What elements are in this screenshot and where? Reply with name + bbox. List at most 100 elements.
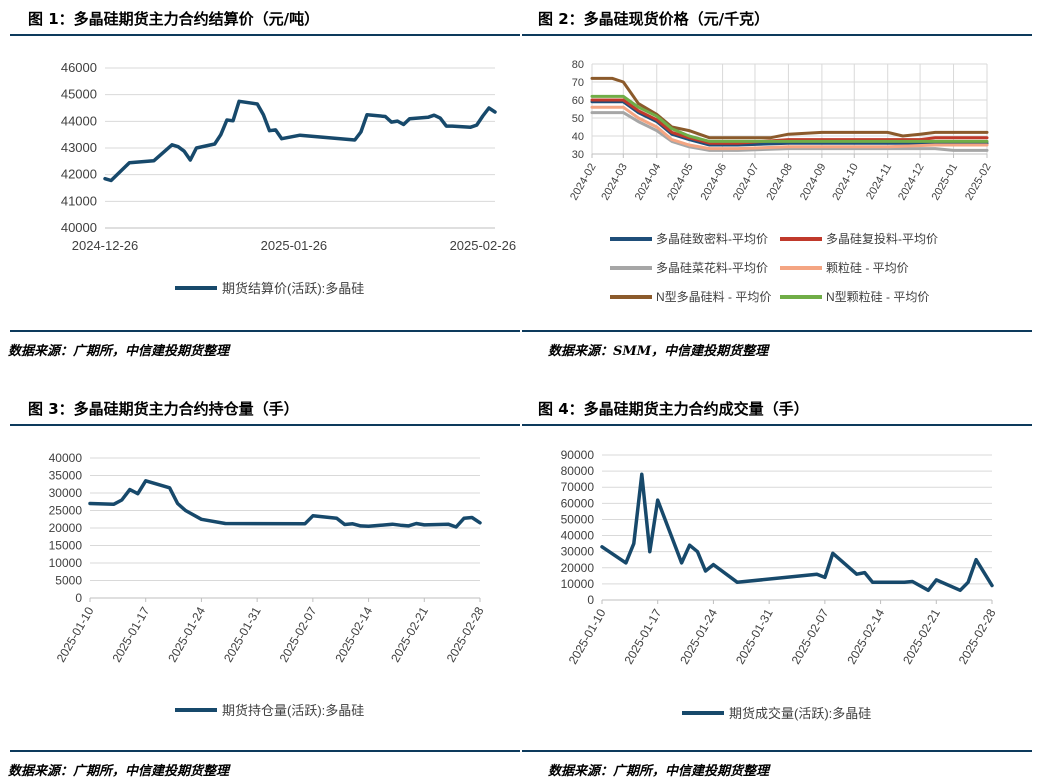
x-tick-label: 2025-01-31 [733, 606, 776, 666]
chart4-title-rule [522, 424, 1032, 426]
x-tick-label: 2024-07 [731, 162, 762, 203]
series-line-1 [103, 99, 497, 183]
y-tick-label: 43000 [61, 140, 97, 155]
chart2-plot: 30 40 50 60 70 80 2024-02 2024-03 2024-04 2024-05… [568, 59, 994, 304]
y-tick-label: 20000 [561, 561, 595, 575]
x-tick-label: 2024-10 [830, 162, 861, 203]
x-tick-label: 2025-01-17 [109, 604, 152, 664]
chart3-bottom-rule [10, 750, 520, 752]
chart1-title-rule [10, 34, 520, 36]
x-tick-label: 2025-02-14 [844, 606, 887, 666]
y-tick-label: 50000 [561, 512, 595, 526]
x-tick-label: 2025-01-10 [54, 604, 97, 664]
x-tick-label: 2025-02-21 [388, 604, 431, 664]
y-tick-label: 30000 [49, 486, 83, 500]
x-tick-label: 2024-05 [665, 162, 696, 203]
chart3-title-rule [10, 424, 520, 426]
legend-label: 颗粒硅 - 平均价 [826, 260, 909, 275]
legend-label: N型多晶硅料 - 平均价 [656, 290, 771, 304]
x-tick-label: 2025-02-28 [444, 604, 487, 664]
y-tick-label: 40000 [561, 529, 595, 543]
series-line-5 [590, 76, 989, 140]
legend-label: N型颗粒硅 - 平均价 [826, 289, 929, 304]
x-tick-label: 2025-01-24 [677, 606, 720, 666]
chart4-title: 图 4：多晶硅期货主力合约成交量（手） [538, 400, 809, 418]
x-tick-label: 2024-12-26 [72, 238, 139, 253]
y-tick-label: 46000 [61, 60, 97, 75]
series-line-2 [590, 98, 989, 145]
y-tick-label: 60000 [561, 496, 595, 510]
y-tick-label: 30000 [561, 545, 595, 559]
x-tick-label: 2024-04 [633, 162, 664, 203]
chart4-plot: 0 10000 20000 30000 40000 50000 60000 70000 8000… [561, 448, 999, 721]
x-tick-label: 2024-11 [864, 162, 894, 202]
legend-label: 期货持仓量(活跃):多晶硅 [222, 703, 364, 718]
y-tick-label: 40 [572, 131, 584, 143]
y-tick-label: 30 [572, 149, 584, 161]
x-tick-label: 2025-01-24 [165, 604, 208, 664]
chart2-bottom-rule [522, 330, 1032, 332]
x-tick-label: 2024-02 [568, 162, 599, 203]
y-tick-label: 40000 [49, 451, 83, 465]
x-tick-label: 2025-02-28 [956, 606, 999, 666]
x-tick-label: 2024-03 [599, 162, 630, 203]
x-tick-label: 2025-02-07 [277, 604, 320, 664]
chart4-source: 数据来源：广期所，中信建投期货整理 [548, 764, 770, 779]
legend-label: 期货结算价(活跃):多晶硅 [222, 281, 364, 296]
chart3-plot: 0 5000 10000 15000 20000 25000 30000 35000 40000… [49, 451, 487, 718]
y-tick-label: 60 [572, 95, 584, 107]
x-tick-label: 2025-01 [930, 162, 961, 203]
x-tick-label: 2024-12 [896, 162, 927, 203]
y-tick-label: 5000 [55, 574, 82, 588]
x-tick-label: 2025-02 [963, 162, 994, 203]
x-tick-label: 2025-01-17 [621, 606, 664, 666]
series-line-1 [88, 479, 482, 529]
chart3-source: 数据来源：广期所，中信建投期货整理 [8, 764, 230, 779]
y-tick-label: 70 [572, 77, 584, 89]
legend-label: 多晶硅菜花料-平均价 [656, 260, 768, 275]
chart3-title: 图 3：多晶硅期货主力合约持仓量（手） [28, 400, 299, 418]
y-tick-label: 90000 [561, 448, 595, 462]
y-tick-label: 10000 [49, 556, 83, 570]
x-tick-label: 2024-08 [764, 162, 795, 203]
series-line-3 [590, 111, 989, 152]
x-tick-label: 2025-02-14 [332, 604, 375, 664]
y-tick-label: 35000 [49, 469, 83, 483]
chart2-title-rule [522, 34, 1032, 36]
y-tick-label: 15000 [49, 539, 83, 553]
y-tick-label: 70000 [561, 480, 595, 494]
x-tick-label: 2025-02-07 [789, 606, 832, 666]
x-tick-label: 2025-01-31 [221, 604, 264, 664]
y-tick-label: 20000 [49, 521, 83, 535]
chart2-title: 图 2：多晶硅现货价格（元/千克） [538, 10, 770, 28]
chart4-bottom-rule [522, 750, 1032, 752]
series-line-4 [590, 105, 989, 151]
y-tick-label: 80000 [561, 464, 595, 478]
y-tick-label: 10000 [561, 577, 595, 591]
x-tick-label: 2024-06 [699, 162, 730, 203]
y-tick-label: 80 [572, 59, 584, 71]
y-tick-label: 44000 [61, 113, 97, 128]
y-tick-label: 41000 [61, 193, 97, 208]
y-tick-label: 45000 [61, 87, 97, 102]
chart1-plot: 40000 41000 42000 43000 44000 45000 46000 2024-… [61, 60, 517, 296]
chart2-source: 数据来源：SMM，中信建投期货整理 [548, 344, 769, 359]
legend-label: 多晶硅复投料-平均价 [826, 231, 938, 246]
x-tick-label: 2025-02-26 [450, 238, 517, 253]
x-tick-label: 2025-01-26 [261, 238, 328, 253]
chart1-bottom-rule [10, 330, 520, 332]
chart1-source: 数据来源：广期所，中信建投期货整理 [8, 344, 230, 359]
series-line-6 [590, 94, 989, 143]
x-tick-label: 2025-01-10 [566, 606, 609, 666]
legend-label: 多晶硅致密料-平均价 [656, 231, 768, 246]
y-tick-label: 42000 [61, 167, 97, 182]
series-line-1 [600, 472, 994, 593]
x-tick-label: 2025-02-21 [900, 606, 943, 666]
x-tick-label: 2024-09 [798, 162, 829, 203]
chart1-title: 图 1：多晶硅期货主力合约结算价（元/吨） [28, 10, 320, 28]
y-tick-label: 0 [587, 593, 594, 607]
y-tick-label: 50 [572, 113, 584, 125]
y-tick-label: 0 [75, 591, 82, 605]
y-tick-label: 40000 [61, 220, 97, 235]
legend-label: 期货成交量(活跃):多晶硅 [729, 706, 871, 721]
